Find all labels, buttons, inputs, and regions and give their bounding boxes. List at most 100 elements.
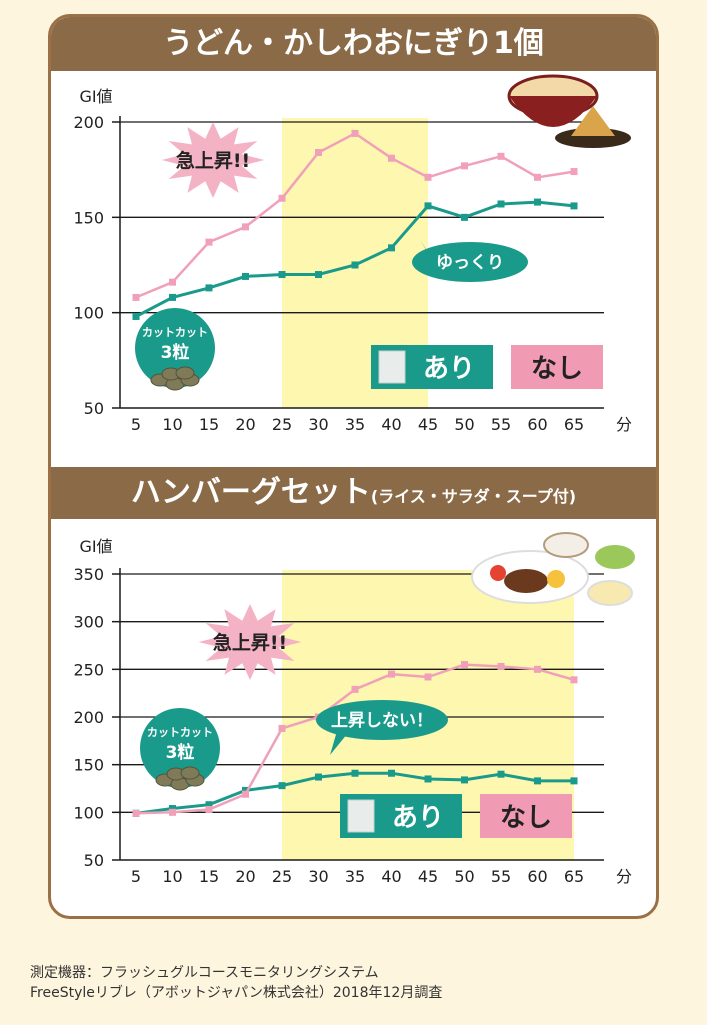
data-point: [497, 770, 505, 778]
pill-bubble: [140, 708, 220, 788]
pill-tablet: [175, 366, 195, 380]
footer-line1: 測定機器：フラッシュグルコースモニタリングシステム: [30, 965, 379, 981]
x-tick-label: 20: [235, 867, 255, 886]
data-point: [388, 154, 395, 162]
footer-line2: FreeStyleリブレ（アボットジャパン株式会社）2018年12月調査: [30, 985, 443, 1001]
legend-without-box: [511, 345, 603, 389]
x-tick-label: 15: [199, 867, 219, 886]
x-tick-label: 65: [564, 415, 584, 434]
bubble-shape: [316, 700, 448, 740]
data-point: [497, 152, 505, 160]
data-point: [388, 670, 395, 678]
chart1-title: うどん・かしわおにぎり1個: [51, 17, 656, 71]
y-tick-label: 300: [73, 613, 104, 632]
x-tick-label: 10: [162, 415, 182, 434]
x-tick-label: 35: [345, 415, 365, 434]
data-point: [169, 293, 176, 301]
x-tick-label: 50: [454, 415, 474, 434]
data-point: [278, 194, 286, 202]
bubble-label: 上昇しない！: [331, 711, 433, 731]
x-tick-label: 25: [272, 867, 292, 886]
x-unit-label: 分: [616, 415, 632, 434]
product-package-icon: [378, 350, 406, 384]
data-point: [570, 168, 578, 176]
x-tick-label: 60: [527, 867, 547, 886]
legend-with-label: あり: [423, 354, 475, 384]
data-point: [169, 278, 176, 286]
x-tick-label: 45: [418, 867, 438, 886]
burst-label: 急上昇!!: [176, 149, 250, 172]
y-axis-title: GI値: [79, 87, 112, 106]
data-point: [424, 173, 432, 181]
data-point: [534, 198, 541, 206]
soup-icon: [587, 580, 633, 606]
x-tick-label: 40: [381, 867, 401, 886]
pill-label-2: 3粒: [166, 742, 195, 763]
y-tick-label: 250: [73, 660, 104, 679]
x-tick-label: 45: [418, 415, 438, 434]
y-tick-label: 150: [73, 756, 104, 775]
y-axis-title: GI値: [79, 537, 112, 556]
data-point: [315, 149, 322, 157]
x-tick-label: 55: [491, 867, 511, 886]
data-point: [315, 773, 322, 781]
data-point: [169, 808, 176, 816]
data-point: [351, 129, 359, 137]
data-point: [497, 662, 505, 670]
x-tick-label: 10: [162, 867, 182, 886]
legend-without-box: [480, 794, 572, 838]
data-point: [570, 676, 578, 684]
y-tick-label: 100: [73, 803, 104, 822]
burst-shape: [161, 122, 265, 198]
salad-icon: [595, 545, 635, 569]
data-point: [351, 769, 359, 777]
x-tick-label: 60: [527, 415, 547, 434]
x-tick-label: 40: [381, 415, 401, 434]
pill-tablet: [180, 766, 200, 780]
y-tick-label: 50: [84, 851, 104, 870]
data-point: [497, 200, 505, 208]
y-tick-label: 350: [73, 565, 104, 584]
y-tick-label: 100: [73, 304, 104, 323]
x-tick-label: 25: [272, 415, 292, 434]
data-point: [205, 805, 213, 813]
data-point: [242, 223, 249, 231]
data-point: [534, 777, 541, 785]
data-point: [388, 769, 395, 777]
y-tick-label: 200: [73, 708, 104, 727]
product-package-icon: [347, 799, 375, 833]
legend-with-label: あり: [392, 803, 444, 833]
chart2-title: ハンバーグセット: [130, 475, 371, 510]
tomato-icon: [490, 565, 506, 581]
x-tick-label: 5: [131, 415, 141, 434]
egg-icon: [547, 570, 565, 588]
rice-bowl-icon: [543, 532, 589, 558]
data-point: [351, 685, 359, 693]
data-point: [461, 213, 468, 221]
x-tick-label: 15: [199, 415, 219, 434]
y-tick-label: 150: [73, 208, 104, 227]
x-tick-label: 5: [131, 867, 141, 886]
data-point: [242, 786, 249, 794]
x-unit-label: 分: [616, 867, 632, 886]
chart2-subtitle: (ライス・サラダ・スープ付): [370, 487, 577, 506]
data-point: [242, 790, 249, 798]
data-point: [424, 202, 432, 210]
data-point: [132, 809, 140, 817]
hamburger-steak: [504, 569, 548, 593]
data-point: [242, 272, 249, 280]
x-tick-label: 50: [454, 867, 474, 886]
onigiri-icon: [571, 106, 615, 136]
y-tick-label: 200: [73, 113, 104, 132]
data-point: [315, 271, 322, 279]
bubble-shape: [412, 242, 528, 282]
data-point: [132, 312, 140, 320]
data-point: [278, 724, 286, 732]
legend-without-label: なし: [500, 803, 552, 833]
data-point: [205, 238, 213, 246]
x-tick-label: 65: [564, 867, 584, 886]
x-tick-label: 55: [491, 415, 511, 434]
data-point: [424, 775, 432, 783]
data-point: [351, 261, 359, 269]
